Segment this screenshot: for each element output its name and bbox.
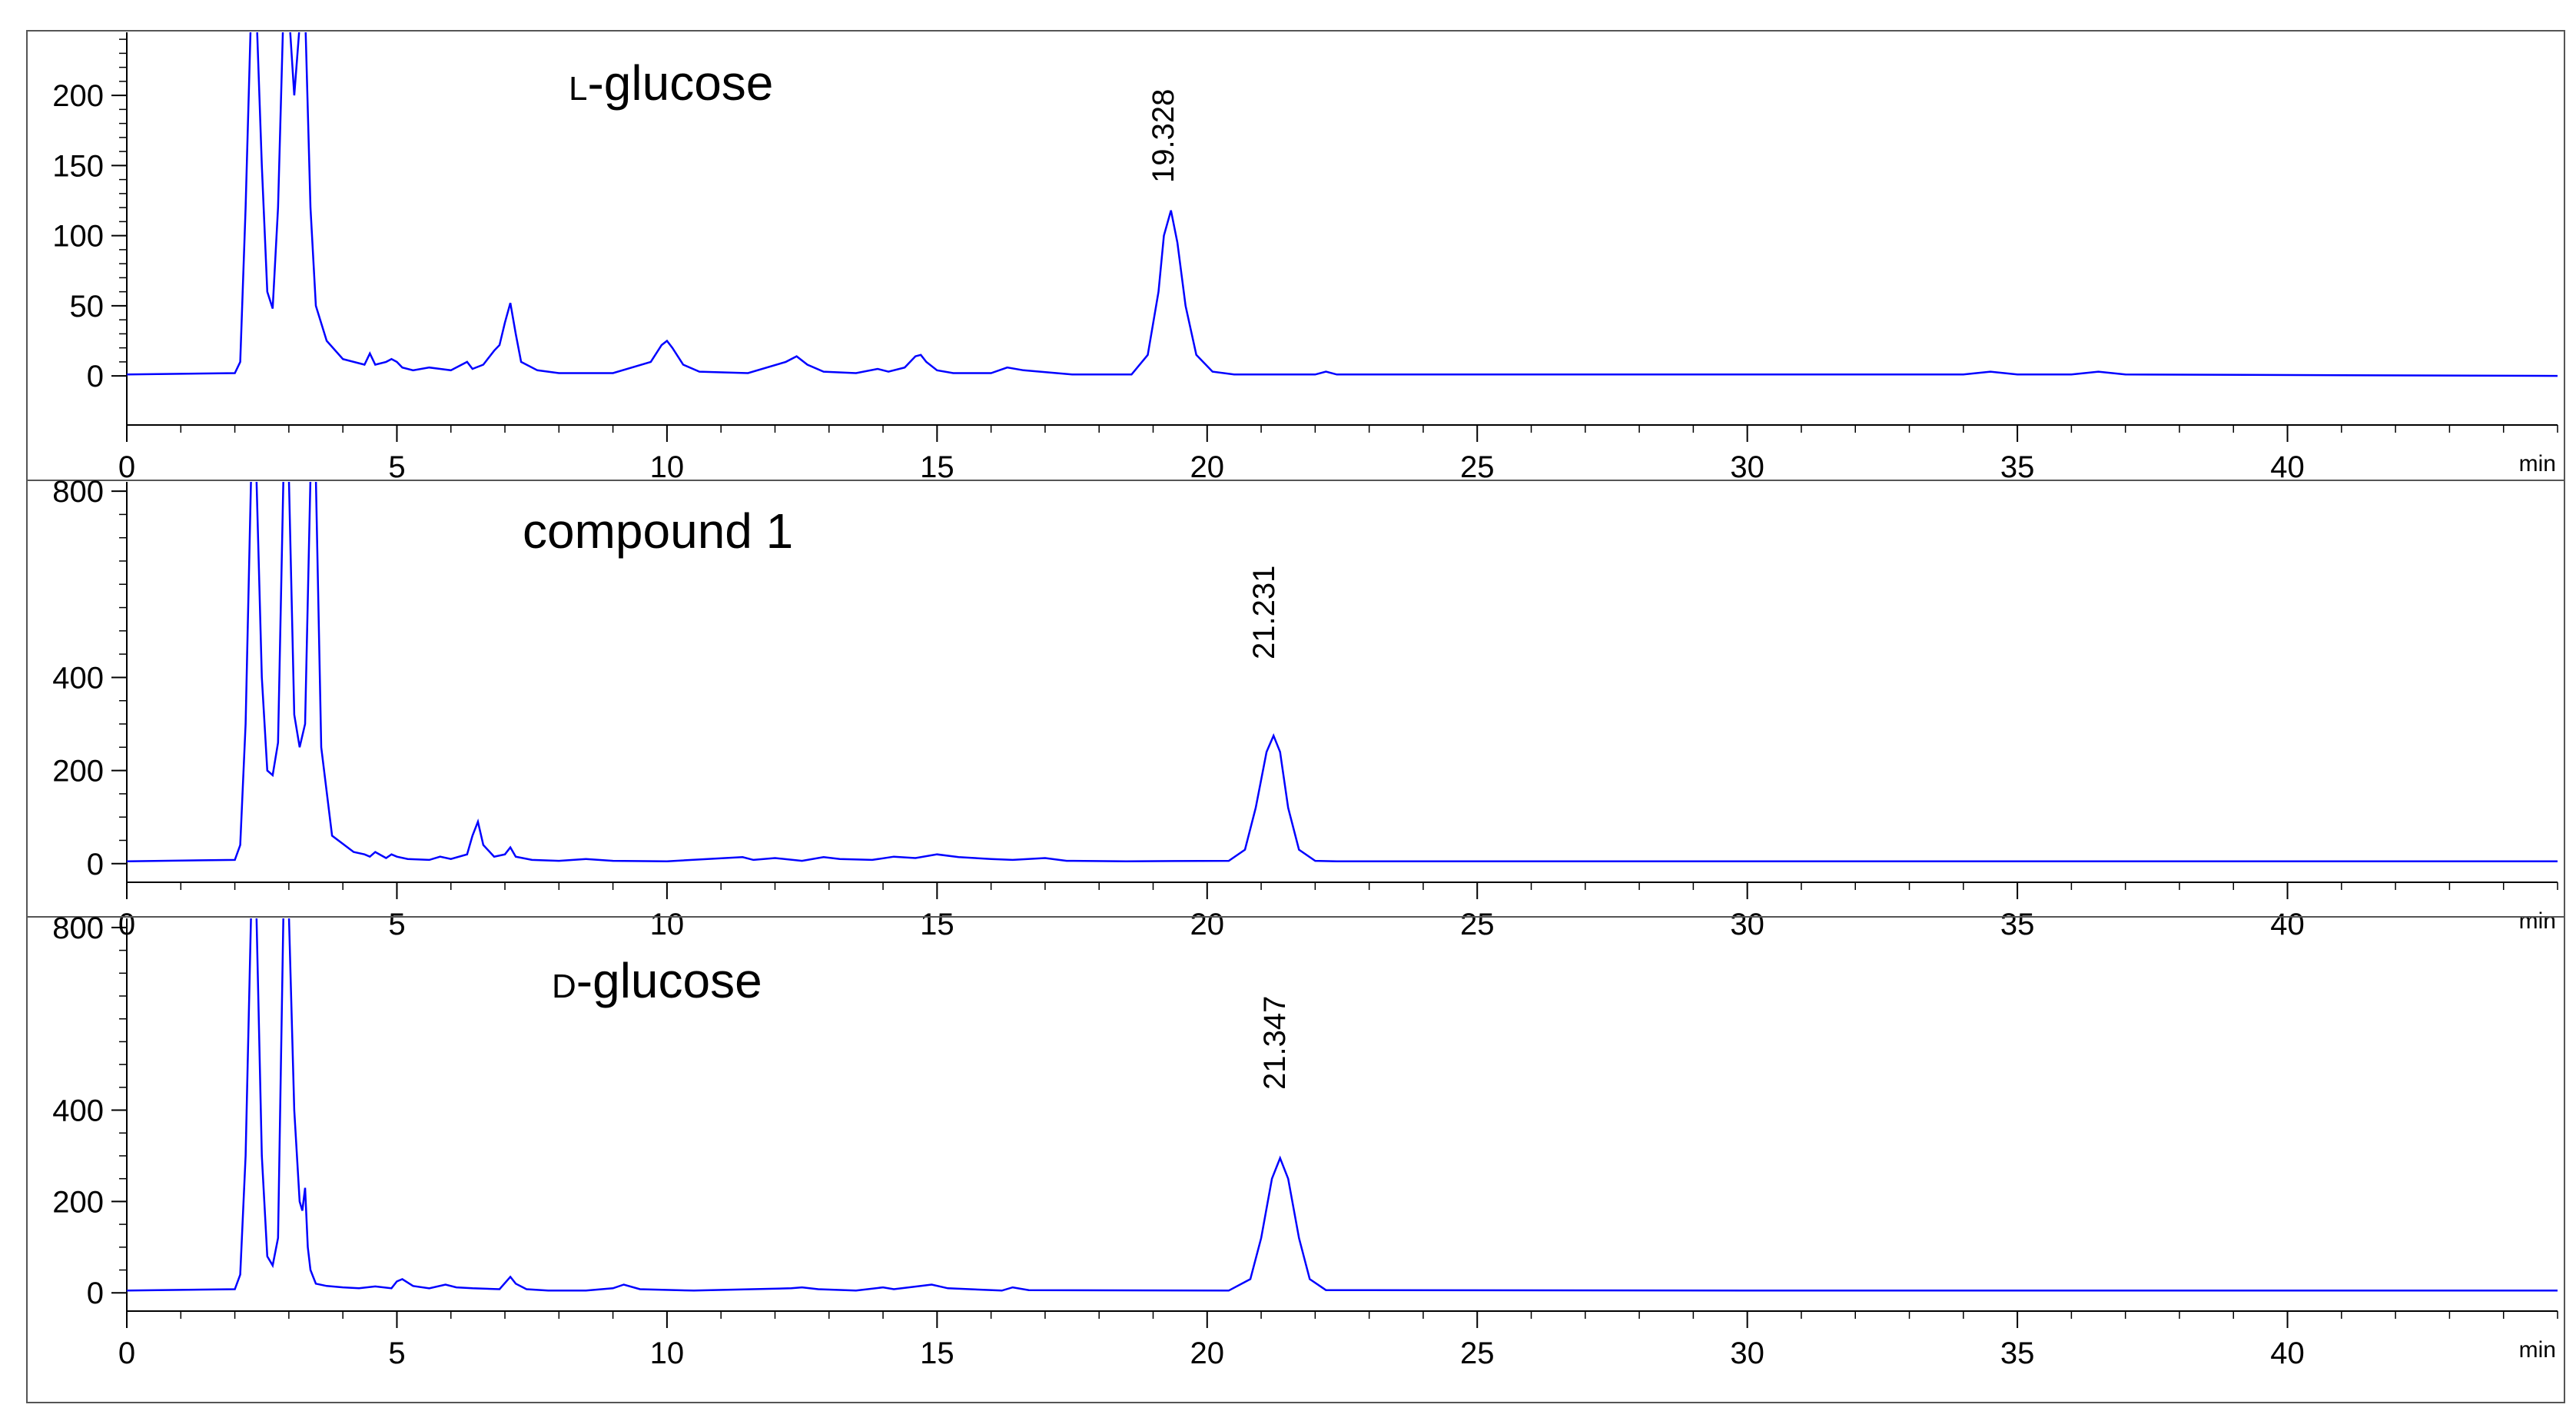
panel-title-text: -glucose bbox=[576, 953, 762, 1008]
y-tick-label: 50 bbox=[70, 290, 105, 324]
panel-title-prefix: D bbox=[552, 968, 576, 1005]
x-tick-label: 30 bbox=[1730, 450, 1764, 484]
y-tick-label: 400 bbox=[52, 661, 104, 695]
x-tick-label: 5 bbox=[388, 450, 405, 484]
panel-title: L-glucose bbox=[569, 55, 773, 111]
x-tick-label: 25 bbox=[1460, 450, 1495, 484]
y-tick-label: 0 bbox=[87, 360, 104, 393]
y-tick-label: 400 bbox=[52, 1094, 104, 1128]
x-tick-label: 25 bbox=[1460, 908, 1495, 941]
x-tick-label: 0 bbox=[118, 1336, 135, 1370]
x-tick-label: 5 bbox=[388, 908, 405, 941]
x-tick-label: 10 bbox=[650, 450, 685, 484]
y-tick-label: 800 bbox=[52, 475, 104, 509]
x-tick-label: 0 bbox=[118, 450, 135, 484]
x-tick-label: 35 bbox=[2000, 908, 2035, 941]
y-tick-label: 800 bbox=[52, 911, 104, 945]
x-tick-label: 20 bbox=[1190, 450, 1225, 484]
chromatogram-trace bbox=[127, 918, 2558, 1292]
y-tick-label: 0 bbox=[87, 1277, 104, 1310]
panel-title-text: -glucose bbox=[587, 55, 773, 111]
x-tick-label: 10 bbox=[650, 908, 685, 941]
x-tick-label: 5 bbox=[388, 1336, 405, 1370]
panel-title: compound 1 bbox=[523, 503, 793, 559]
y-tick-label: 200 bbox=[52, 755, 104, 789]
x-tick-label: 15 bbox=[920, 1336, 954, 1370]
x-tick-label: 40 bbox=[2270, 1336, 2305, 1370]
x-unit-label: min bbox=[2519, 451, 2556, 476]
x-tick-label: 20 bbox=[1190, 908, 1225, 941]
x-tick-label: 40 bbox=[2270, 908, 2305, 941]
panel-title-prefix: L bbox=[569, 70, 587, 108]
x-tick-label: 10 bbox=[650, 1336, 685, 1370]
chart-panel-1: 0 50 100 150 200 0 5 10 15 20 25 30 35 40 min L-glucose… bbox=[26, 30, 2565, 484]
panel-title-text: compound 1 bbox=[523, 503, 793, 559]
peak-retention-time-label: 21.231 bbox=[1247, 566, 1281, 659]
chromatogram-trace bbox=[127, 32, 2558, 377]
peak-retention-time-label: 21.347 bbox=[1258, 996, 1292, 1090]
x-tick-label: 30 bbox=[1730, 1336, 1764, 1370]
peak-retention-time-label: 19.328 bbox=[1147, 89, 1180, 183]
y-tick-label: 200 bbox=[52, 1185, 104, 1219]
panel-frame bbox=[26, 480, 2565, 918]
x-tick-label: 35 bbox=[2000, 450, 2035, 484]
x-tick-label: 15 bbox=[920, 450, 954, 484]
panel-title: D-glucose bbox=[552, 953, 762, 1008]
y-tick-label: 150 bbox=[52, 149, 104, 183]
x-tick-label: 35 bbox=[2000, 1336, 2035, 1370]
y-tick-label: 0 bbox=[87, 848, 104, 881]
x-tick-label: 15 bbox=[920, 908, 954, 941]
y-tick-label: 200 bbox=[52, 79, 104, 113]
chromatogram-trace bbox=[127, 482, 2558, 862]
x-tick-label: 30 bbox=[1730, 908, 1764, 941]
x-unit-label: min bbox=[2519, 908, 2556, 934]
chart-panel-3: 0 200 400 800 0 5 10 15 20 25 30 35 40 min D-glucose 21… bbox=[26, 911, 2565, 1403]
y-tick-label: 100 bbox=[52, 220, 104, 254]
x-unit-label: min bbox=[2519, 1337, 2556, 1363]
panel-frame bbox=[26, 30, 2565, 481]
x-tick-label: 20 bbox=[1190, 1336, 1225, 1370]
x-tick-label: 25 bbox=[1460, 1336, 1495, 1370]
panel-frame bbox=[26, 916, 2565, 1403]
x-tick-label: 40 bbox=[2270, 450, 2305, 484]
